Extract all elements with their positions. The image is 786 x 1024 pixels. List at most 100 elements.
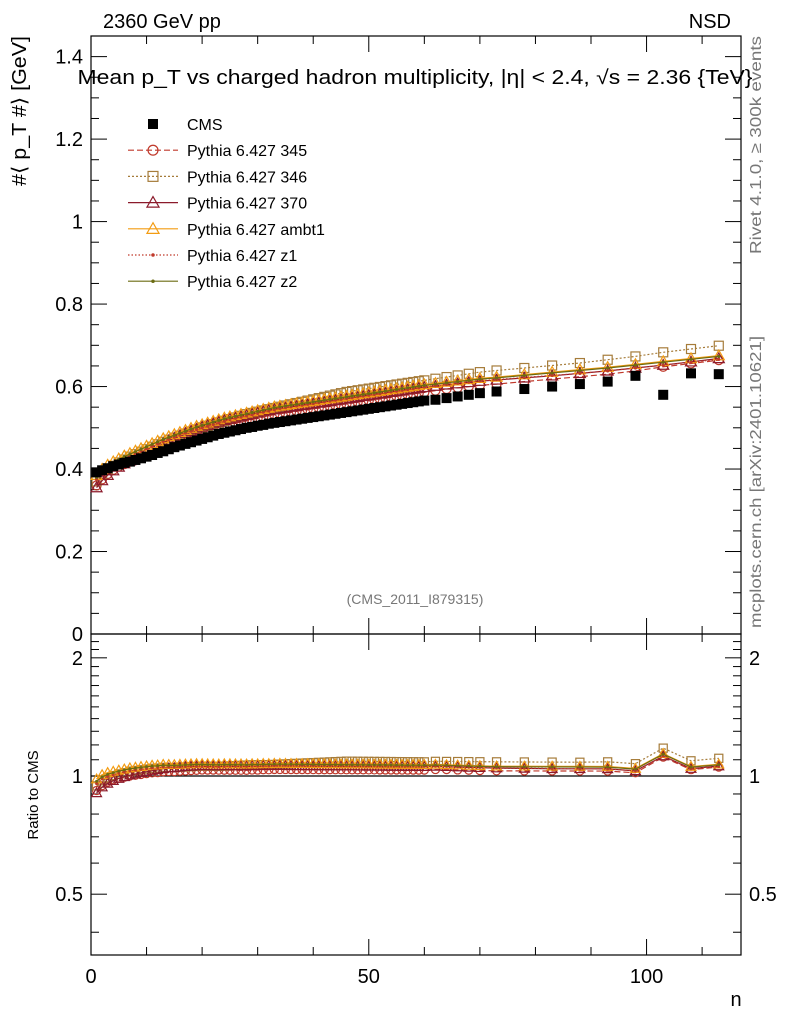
- ratio-point: [106, 774, 110, 778]
- mcplots-label: mcplots.cern.ch [arXiv:2401.10621]: [748, 336, 765, 628]
- data-point: [452, 370, 463, 381]
- ratio-point: [306, 762, 310, 766]
- y-tick-label: 0.4: [55, 459, 83, 481]
- data-point: [328, 397, 332, 401]
- ratio-point: [389, 763, 393, 767]
- legend-label: Pythia 6.427 z2: [187, 274, 297, 291]
- ratio-point: [256, 763, 260, 767]
- data-point: [330, 408, 341, 419]
- ratio-point: [195, 765, 198, 768]
- data-point: [494, 376, 499, 380]
- ratio-point: [606, 765, 610, 769]
- data-point: [417, 377, 431, 390]
- ratio-point: [234, 763, 237, 767]
- data-point: [441, 393, 452, 404]
- ratio-point: [189, 763, 193, 767]
- data-point: [194, 427, 199, 432]
- legend-marker: [145, 195, 161, 208]
- data-point: [194, 425, 199, 429]
- data-point: [136, 453, 146, 464]
- data-point: [686, 368, 696, 379]
- data-point: [380, 401, 391, 412]
- series-z2: [94, 354, 721, 479]
- data-point: [308, 412, 319, 423]
- ratio-point: [578, 765, 582, 769]
- ratio-point: [462, 759, 475, 770]
- data-point: [102, 463, 113, 474]
- data-point: [336, 407, 346, 418]
- ratio-point: [289, 762, 293, 766]
- ratio-point: [195, 762, 198, 766]
- x-tick-label: 100: [630, 966, 663, 988]
- data-point: [239, 413, 243, 417]
- x-tick-label: 0: [85, 966, 96, 988]
- data-point: [263, 418, 274, 429]
- data-point: [689, 360, 693, 364]
- data-point: [717, 357, 721, 361]
- ratio-point: [334, 763, 337, 767]
- ratio-point: [100, 775, 104, 779]
- data-point: [252, 420, 263, 431]
- data-point: [478, 377, 482, 381]
- data-point: [573, 366, 587, 379]
- ratio-point: [685, 762, 697, 773]
- y-tick-label: 0.2: [55, 542, 83, 564]
- data-point: [278, 405, 282, 409]
- ratio-point: [546, 760, 559, 771]
- data-point: [174, 440, 185, 451]
- data-point: [319, 410, 330, 421]
- legend-label: Pythia 6.427 z1: [187, 248, 297, 265]
- data-point: [490, 370, 504, 382]
- data-point: [124, 456, 135, 467]
- legend-label: Pythia 6.427 370: [187, 196, 307, 213]
- ratio-point: [372, 763, 376, 767]
- data-point: [289, 403, 293, 407]
- data-point: [147, 450, 158, 461]
- data-point: [444, 381, 449, 385]
- ratio-panel-series: [90, 743, 725, 798]
- data-point: [163, 444, 174, 455]
- main-y-axis-label: #⟨ p_T #⟩ [GeV]: [9, 36, 31, 186]
- ratio-point: [206, 765, 210, 769]
- data-point: [324, 409, 335, 420]
- data-point: [297, 413, 308, 424]
- legend-marker: [147, 144, 159, 156]
- ratio-point: [522, 765, 526, 769]
- data-point: [606, 366, 610, 370]
- y-tick-label: 0.5: [55, 884, 83, 906]
- data-point: [91, 467, 102, 478]
- legend-marker: [151, 253, 155, 257]
- data-point: [630, 370, 641, 381]
- data-point: [350, 394, 354, 398]
- data-point: [347, 406, 358, 417]
- data-point: [433, 382, 438, 386]
- ratio-point: [222, 765, 226, 768]
- data-point: [90, 480, 104, 493]
- ratio-point: [300, 762, 304, 766]
- legend-label: Pythia 6.427 345: [187, 143, 307, 160]
- data-point: [141, 451, 152, 462]
- data-point: [408, 397, 419, 408]
- data-point: [661, 360, 665, 364]
- data-point: [578, 368, 582, 373]
- y-tick-label-right: 0.5: [749, 884, 777, 906]
- data-point: [172, 433, 176, 437]
- ratio-point: [167, 763, 171, 767]
- ratio-point: [367, 763, 371, 767]
- ratio-point: [139, 765, 143, 769]
- data-point: [339, 396, 343, 400]
- y-tick-label-right: 2: [749, 648, 760, 670]
- data-point: [119, 457, 130, 468]
- data-point: [133, 450, 138, 454]
- data-point: [108, 461, 119, 472]
- data-point: [550, 373, 554, 378]
- ratio-point: [322, 763, 326, 766]
- data-point: [206, 422, 210, 426]
- data-point: [186, 437, 196, 448]
- data-point: [601, 364, 615, 376]
- ratio-point: [145, 765, 148, 769]
- data-point: [286, 415, 296, 426]
- ratio-point: [228, 763, 232, 767]
- ratio-point: [134, 766, 137, 770]
- legend-item-p370: Pythia 6.427 370: [128, 195, 307, 213]
